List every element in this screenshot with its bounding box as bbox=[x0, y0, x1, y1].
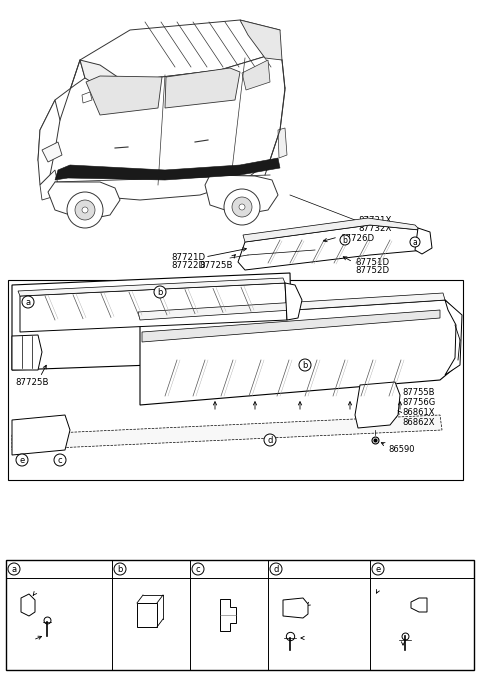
Circle shape bbox=[299, 359, 311, 371]
Text: d: d bbox=[267, 436, 273, 445]
Circle shape bbox=[82, 207, 88, 213]
Polygon shape bbox=[142, 310, 440, 342]
Polygon shape bbox=[82, 92, 92, 103]
Circle shape bbox=[22, 296, 34, 308]
Polygon shape bbox=[238, 225, 425, 270]
Text: 1249LJ: 1249LJ bbox=[303, 636, 331, 645]
Text: b: b bbox=[302, 360, 308, 369]
Polygon shape bbox=[21, 594, 35, 616]
Polygon shape bbox=[38, 100, 60, 185]
Polygon shape bbox=[220, 599, 236, 631]
Polygon shape bbox=[285, 283, 302, 320]
Polygon shape bbox=[243, 218, 420, 242]
Circle shape bbox=[154, 286, 166, 298]
Text: 1249PN: 1249PN bbox=[378, 598, 410, 607]
Polygon shape bbox=[86, 76, 162, 115]
Polygon shape bbox=[80, 20, 280, 82]
Circle shape bbox=[410, 237, 420, 247]
Text: 87732X: 87732X bbox=[358, 224, 391, 233]
Polygon shape bbox=[205, 175, 278, 215]
Text: 86590: 86590 bbox=[388, 445, 415, 454]
Text: 1335CJ: 1335CJ bbox=[210, 566, 240, 575]
Text: a: a bbox=[413, 238, 418, 247]
Text: 1491AD: 1491AD bbox=[378, 647, 411, 656]
Text: 87725B: 87725B bbox=[15, 378, 48, 387]
Circle shape bbox=[239, 204, 245, 210]
Circle shape bbox=[340, 235, 350, 245]
FancyBboxPatch shape bbox=[6, 560, 474, 670]
Polygon shape bbox=[415, 228, 432, 254]
Text: 86862X: 86862X bbox=[402, 418, 434, 427]
Polygon shape bbox=[40, 170, 58, 200]
Polygon shape bbox=[283, 598, 308, 618]
Polygon shape bbox=[18, 278, 285, 296]
Circle shape bbox=[67, 192, 103, 228]
Text: 87751D: 87751D bbox=[355, 258, 389, 267]
Text: a: a bbox=[25, 297, 31, 306]
Text: e: e bbox=[19, 456, 24, 464]
Polygon shape bbox=[38, 55, 285, 200]
Text: 86725B: 86725B bbox=[23, 640, 56, 649]
Text: 87755B: 87755B bbox=[402, 388, 434, 397]
Polygon shape bbox=[411, 598, 427, 612]
Circle shape bbox=[232, 197, 252, 217]
Text: 87726D: 87726D bbox=[340, 234, 374, 243]
Text: 87756J: 87756J bbox=[132, 566, 162, 575]
Text: a: a bbox=[12, 564, 17, 573]
Text: 86861X: 86861X bbox=[402, 408, 434, 417]
Polygon shape bbox=[80, 60, 125, 100]
Circle shape bbox=[16, 454, 28, 466]
Circle shape bbox=[270, 563, 282, 575]
Polygon shape bbox=[12, 273, 292, 370]
Polygon shape bbox=[60, 60, 85, 120]
Circle shape bbox=[264, 434, 276, 446]
Text: c: c bbox=[58, 456, 62, 464]
Polygon shape bbox=[445, 300, 462, 375]
Polygon shape bbox=[48, 182, 120, 220]
Circle shape bbox=[54, 454, 66, 466]
Polygon shape bbox=[12, 415, 442, 450]
Text: 87752D: 87752D bbox=[355, 266, 389, 275]
Circle shape bbox=[224, 189, 260, 225]
Circle shape bbox=[372, 563, 384, 575]
Text: 87756G: 87756G bbox=[402, 398, 435, 407]
Polygon shape bbox=[140, 300, 460, 405]
Polygon shape bbox=[240, 20, 282, 60]
Polygon shape bbox=[165, 68, 240, 108]
Polygon shape bbox=[20, 283, 287, 332]
Polygon shape bbox=[12, 415, 70, 455]
Circle shape bbox=[75, 200, 95, 220]
Polygon shape bbox=[137, 603, 157, 627]
Text: 87731X: 87731X bbox=[358, 216, 391, 225]
Text: 86848A: 86848A bbox=[378, 635, 410, 644]
Text: c: c bbox=[196, 564, 200, 573]
Text: 87722D: 87722D bbox=[171, 261, 205, 270]
Text: 87725B: 87725B bbox=[200, 261, 233, 270]
Text: 1244KB: 1244KB bbox=[378, 588, 410, 597]
Polygon shape bbox=[42, 142, 62, 162]
Polygon shape bbox=[278, 128, 287, 158]
Text: d: d bbox=[273, 564, 279, 573]
Text: b: b bbox=[157, 288, 163, 297]
Text: b: b bbox=[117, 564, 123, 573]
Circle shape bbox=[8, 563, 20, 575]
Circle shape bbox=[114, 563, 126, 575]
Circle shape bbox=[192, 563, 204, 575]
Polygon shape bbox=[55, 158, 280, 180]
Polygon shape bbox=[355, 382, 400, 428]
Text: 87758: 87758 bbox=[310, 602, 337, 611]
Polygon shape bbox=[138, 293, 445, 320]
Text: 12431: 12431 bbox=[37, 590, 63, 599]
Text: e: e bbox=[375, 564, 381, 573]
Text: 87721D: 87721D bbox=[171, 253, 205, 262]
Polygon shape bbox=[242, 60, 270, 90]
Text: b: b bbox=[343, 236, 348, 245]
Polygon shape bbox=[12, 335, 42, 370]
